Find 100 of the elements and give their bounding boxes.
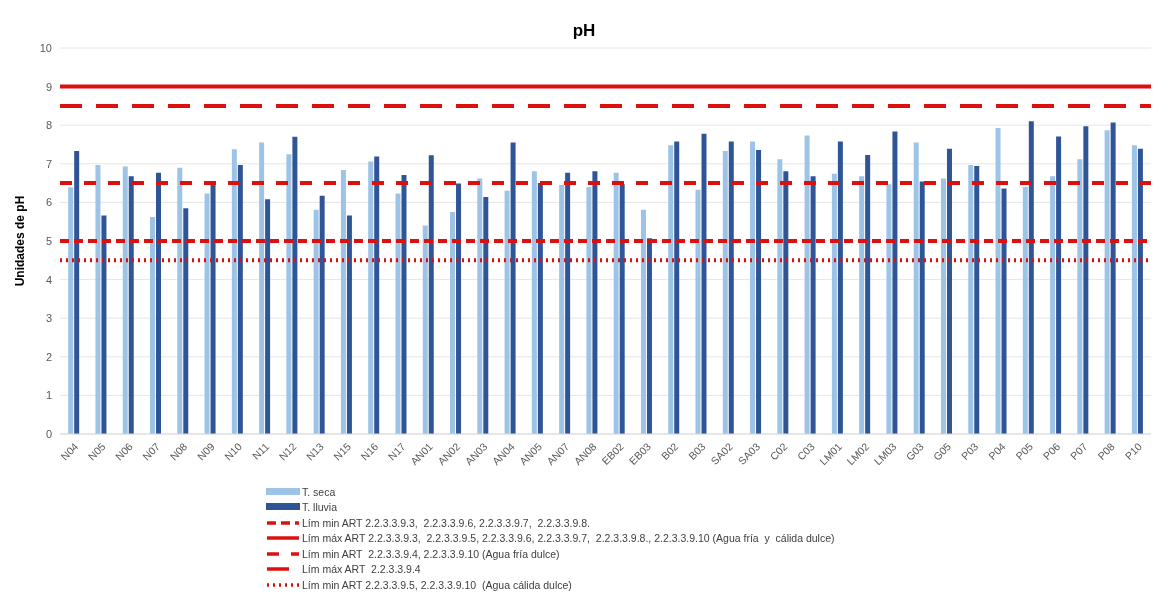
bar [1050,176,1056,434]
bar [128,176,134,434]
bar [810,176,816,434]
y-tick-label: 3 [45,312,52,325]
bar [592,171,598,434]
bar [728,141,734,434]
y-tick-label: 5 [45,234,52,247]
bar [613,172,619,434]
y-tick-label: 6 [45,196,52,209]
bar [1131,145,1137,434]
bar [974,166,980,434]
x-tick-label: C03 [794,440,817,463]
legend-label: T. lluvia [302,501,338,514]
bar [374,156,380,434]
bar [646,238,652,434]
y-axis-title: Unidades de pH [13,195,28,287]
bar [183,208,189,434]
bar [531,171,537,434]
bar [940,178,946,434]
bar [913,142,919,434]
bar [968,164,974,434]
bar [210,185,216,434]
bar [101,215,107,434]
bar [537,183,543,434]
bar [886,184,892,434]
bar [750,141,756,434]
x-tick-label: N12 [276,440,299,463]
bar [204,193,210,434]
bar [1022,186,1028,434]
bar [319,195,325,434]
legend-label: T. seca [302,485,336,498]
x-tick-label: G03 [903,440,926,463]
x-tick-label: N08 [167,440,190,463]
bar [783,171,789,434]
bar [837,141,843,434]
bar [156,172,162,434]
chart-title: pH [572,21,596,41]
bar [504,190,510,434]
legend-label: Lím min ART 2.2.3.3.9.5, 2.2.3.3.9.10 (Agua cálida dulce) [302,578,572,591]
bar [859,176,865,434]
bar [231,149,237,434]
x-tick-label: N17 [385,440,408,463]
x-tick-label: C02 [767,440,790,463]
bar [510,142,516,434]
x-tick-label: P04 [985,440,1008,462]
bar [313,209,319,434]
bar [1056,136,1062,434]
bar [74,151,80,434]
legend-label: Lím máx ART 2.2.3.3.9.3, 2.2.3.3.9.5, 2.2.3.3.9.6, 2.2.3.3.9.7, 2.2.3.3.9.8., 2.2.3.3.9.10 (Agua fría y cálida dulce) [302,532,835,545]
bar [1083,126,1089,434]
bar [946,148,952,434]
bar [422,225,428,434]
bar [701,133,707,434]
y-tick-label: 10 [39,41,52,54]
bar [640,209,646,434]
bar [865,154,871,434]
y-tick-label: 9 [45,80,52,93]
bar [150,217,156,434]
bar [368,161,374,434]
legend-label: Lím máx ART 2.2.3.3.9.4 [302,563,421,576]
bar [1137,148,1143,434]
y-tick-label: 2 [45,350,52,363]
bar [340,169,346,434]
bar [401,174,407,434]
bar [1001,188,1007,434]
y-tick-label: 4 [45,273,52,286]
y-tick-label: 0 [45,427,52,440]
x-tick-label: N05 [85,440,108,463]
bar [586,186,592,434]
bar [1104,130,1110,434]
bar [804,135,810,434]
bar [450,212,456,434]
bar [292,136,298,434]
bar [695,189,701,434]
y-tick-label: 7 [45,157,52,170]
bar [483,197,489,434]
x-tick-label: P10 [1122,440,1145,462]
bar [777,159,783,434]
bar [346,215,352,434]
x-tick-label: B03 [685,440,708,462]
x-tick-label: P07 [1067,440,1090,462]
x-tick-label: N11 [249,440,272,462]
bar [619,184,625,434]
x-tick-label: B02 [658,440,681,462]
bar [892,131,898,434]
x-tick-label: P06 [1040,440,1063,462]
bar [95,164,101,434]
y-tick-label: 1 [45,389,52,402]
bar [674,141,680,434]
bar [395,193,401,434]
bar [68,187,74,434]
x-tick-label: P05 [1013,440,1036,462]
legend-label: Lím min ART 2.2.3.3.9.3, 2.2.3.3.9.6, 2.2.3.3.9.7, 2.2.3.3.9.8. [302,516,590,529]
bar [668,145,674,434]
bar [259,142,265,434]
bar [565,172,571,434]
bar [428,155,434,434]
bar [919,181,925,434]
bar [265,199,271,434]
bar [756,149,762,434]
